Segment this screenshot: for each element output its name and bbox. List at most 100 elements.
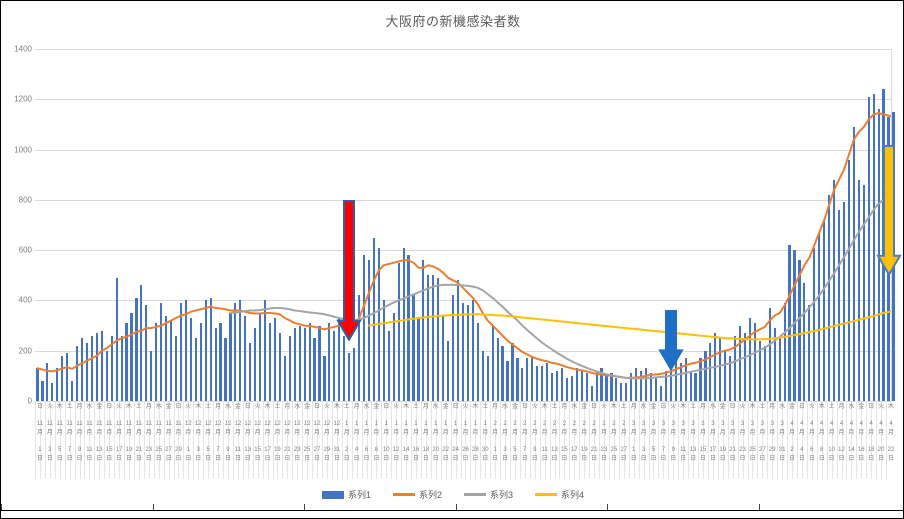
x-tick-day: 19 日 xyxy=(580,447,588,462)
bar xyxy=(763,345,766,401)
x-axis-separator xyxy=(554,401,556,479)
x-tick-label: 金 11 月 27 日 xyxy=(164,401,174,464)
bar xyxy=(798,260,801,401)
x-axis-separator xyxy=(173,401,175,479)
x-tick-day: 10 日 xyxy=(382,447,390,462)
legend-item-系列4[interactable]: 系列4 xyxy=(535,488,584,501)
x-tick-label: 日 4 月 18 日 xyxy=(866,401,876,464)
bar xyxy=(699,358,702,401)
x-tick-day: 21 日 xyxy=(135,447,143,462)
x-axis-separator xyxy=(569,401,571,479)
bar xyxy=(66,353,69,401)
x-tick-weekday: 木 xyxy=(887,404,894,410)
x-tick-weekday: 金 xyxy=(719,404,726,410)
x-tick-weekday: 土 xyxy=(759,404,766,410)
x-tick-day: 10 日 xyxy=(828,447,835,462)
bar xyxy=(387,330,390,401)
bar xyxy=(823,219,826,401)
x-tick-weekday: 金 xyxy=(858,404,865,410)
x-tick-day: 15 日 xyxy=(699,447,707,462)
bar xyxy=(333,330,336,401)
bar xyxy=(437,277,440,401)
x-axis-separator xyxy=(153,401,155,479)
line-series-系列2 xyxy=(36,112,891,379)
legend-item-系列3[interactable]: 系列3 xyxy=(464,488,513,501)
bar xyxy=(199,323,202,401)
x-tick-label: 木 1 月 14 日 xyxy=(401,401,411,464)
x-tick-month: 11 月 xyxy=(175,421,182,436)
bar xyxy=(511,343,514,401)
x-tick-weekday: 水 xyxy=(86,404,93,410)
x-tick-weekday: 金 xyxy=(304,404,311,410)
bar xyxy=(219,323,222,401)
x-axis-separator xyxy=(425,401,427,479)
x-tick-weekday: 火 xyxy=(185,404,192,410)
x-axis-separator xyxy=(584,401,586,479)
x-axis-separator xyxy=(524,401,526,479)
x-axis-separator xyxy=(381,401,383,479)
x-tick-weekday: 水 xyxy=(432,404,439,410)
bar xyxy=(179,302,183,401)
x-tick-label: 水 3 月 17 日 xyxy=(708,401,718,464)
x-tick-weekday: 日 xyxy=(314,404,321,410)
x-axis-separator xyxy=(242,401,244,479)
x-tick-weekday: 火 xyxy=(670,404,677,410)
x-tick-weekday: 日 xyxy=(244,404,251,410)
bar xyxy=(654,378,658,401)
bar xyxy=(174,335,178,401)
bar xyxy=(610,373,613,401)
x-tick-label: 木 11 月 19 日 xyxy=(124,401,134,464)
bar xyxy=(546,363,549,401)
bar xyxy=(392,313,395,401)
line-series-系列4 xyxy=(367,310,891,341)
x-tick-day: 25 日 xyxy=(610,447,618,462)
x-tick-label: 火 3 月 23 日 xyxy=(738,401,748,464)
x-axis-separator xyxy=(886,401,888,479)
x-axis-separator xyxy=(707,401,709,479)
bar xyxy=(155,323,158,401)
x-tick-weekday: 金 xyxy=(511,404,518,410)
x-tick-label: 月 3 月 15 日 xyxy=(698,401,708,464)
x-tick-weekday: 水 xyxy=(502,404,509,410)
x-tick-label: 土 2 月 13 日 xyxy=(550,401,560,464)
x-tick-day: 14 日 xyxy=(402,447,410,462)
x-axis-separator xyxy=(54,401,56,479)
x-tick-label: 火 12 月 29 日 xyxy=(322,401,332,464)
bar xyxy=(46,363,49,401)
x-tick-month: 11 月 xyxy=(46,421,53,436)
x-tick-label: 火 12 月 1 日 xyxy=(183,401,193,464)
yellow-down-arrow xyxy=(875,144,902,277)
x-tick-day: 11 日 xyxy=(541,447,548,462)
x-tick-label: 木 12 月 3 日 xyxy=(193,401,203,464)
x-tick-weekday: 月 xyxy=(492,404,499,410)
x-tick-weekday: 木 xyxy=(749,404,756,410)
x-tick-weekday: 土 xyxy=(482,404,489,410)
x-axis-separator xyxy=(89,401,91,479)
bar xyxy=(575,368,578,401)
bar xyxy=(471,300,474,401)
x-tick-weekday: 土 xyxy=(828,404,835,410)
legend-item-系列1[interactable]: 系列1 xyxy=(321,488,371,501)
x-tick-weekday: 水 xyxy=(224,404,231,410)
bar xyxy=(753,323,756,401)
bar xyxy=(407,255,410,401)
bar xyxy=(150,350,153,401)
x-axis-separator xyxy=(232,401,234,479)
legend-item-系列2[interactable]: 系列2 xyxy=(392,488,442,501)
legend-swatch-icon xyxy=(321,490,344,499)
gridline-1200 xyxy=(35,99,891,101)
bar xyxy=(204,300,207,401)
x-axis-separator xyxy=(495,401,497,479)
